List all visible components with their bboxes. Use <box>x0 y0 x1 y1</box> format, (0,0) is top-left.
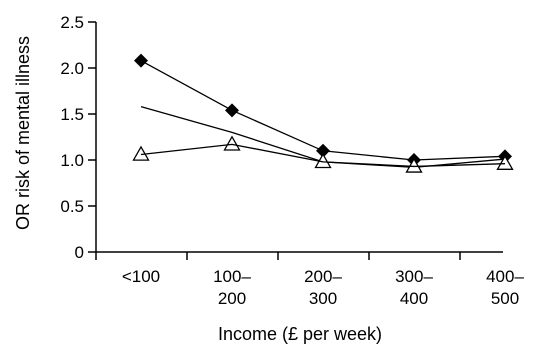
series-layer <box>132 53 514 173</box>
x-axis: <100 100– 200 200– 300 300– 400 400– 500 <box>95 251 524 308</box>
data-point <box>223 135 241 151</box>
data-point <box>496 154 514 170</box>
data-point <box>316 143 330 158</box>
y-axis-title: OR risk of mental illness <box>13 36 33 230</box>
data-point <box>405 157 423 173</box>
y-tick-label: 2.0 <box>60 59 84 78</box>
x-tick-label: 300– 400 <box>395 267 433 308</box>
y-axis: 0 0.5 1.0 1.5 2.0 2.5 <box>60 13 97 262</box>
data-point <box>134 53 148 68</box>
y-tick-label: 0.5 <box>60 197 84 216</box>
y-tick-label: 0 <box>75 243 84 262</box>
x-tick-label: <100 <box>122 267 160 286</box>
data-point <box>225 103 239 118</box>
x-tick-label: 100– 200 <box>213 267 251 308</box>
series-line <box>140 143 506 168</box>
x-axis-title: Income (£ per week) <box>218 324 382 344</box>
x-tick-label: 200– 300 <box>304 267 342 308</box>
series-1 <box>134 53 512 167</box>
y-tick-label: 1.0 <box>60 151 84 170</box>
y-tick-label: 1.5 <box>60 105 84 124</box>
x-tick-label: 400– 500 <box>486 267 524 308</box>
series-3 <box>140 143 506 168</box>
y-tick-label: 2.5 <box>60 13 84 32</box>
